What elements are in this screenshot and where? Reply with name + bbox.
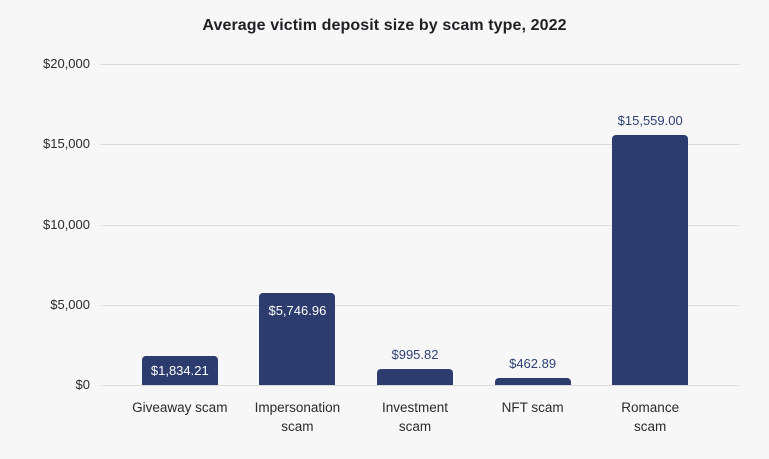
bar-romance-scam bbox=[612, 135, 689, 385]
y-tick-label--0: $0 bbox=[75, 377, 90, 392]
x-tick-label-nft-scam: NFT scam bbox=[501, 400, 564, 415]
x-tick-label-romance-scam: Romance scam bbox=[621, 400, 680, 434]
x-tick-label-giveaway-scam: Giveaway scam bbox=[132, 400, 228, 415]
bar-column-romance-scam: $15,559.00 bbox=[591, 64, 709, 385]
value-label-investment-scam: $995.82 bbox=[391, 347, 439, 363]
bar-giveaway-scam: $1,834.21 bbox=[141, 355, 218, 385]
y-tick-label--20-000: $20,000 bbox=[43, 56, 90, 71]
bar-nft-scam bbox=[494, 377, 571, 385]
value-label-impersonation-scam: $5,746.96 bbox=[268, 302, 327, 318]
x-axis: Giveaway scam Impersonation scam Investment… bbox=[121, 398, 709, 446]
y-tick-label--5-000: $5,000 bbox=[50, 296, 90, 312]
gridline--0 bbox=[100, 385, 740, 386]
x-tick-label-investment-scam: Investment scam bbox=[381, 400, 448, 434]
bar-column-impersonation-scam: $5,746.96 bbox=[239, 64, 357, 385]
value-label-nft-scam: $462.89 bbox=[509, 355, 557, 371]
plot-area bbox=[100, 64, 740, 386]
gridline--10-000 bbox=[100, 224, 740, 226]
y-tick-label--15-000: $15,000 bbox=[43, 136, 90, 152]
value-label-giveaway-scam: $1,834.21 bbox=[150, 363, 209, 379]
bar-investment-scam bbox=[376, 369, 453, 385]
chart-title: Average victim deposit size by scam type… bbox=[202, 17, 567, 34]
bar-impersonation-scam: $5,746.96 bbox=[259, 292, 336, 385]
gridline--5-000 bbox=[100, 304, 740, 306]
bars-layer: $1,834.21 $5,746.96 $995.82 $462.89 $15,559.… bbox=[121, 64, 709, 385]
bar-column-giveaway-scam: $1,834.21 bbox=[121, 64, 239, 385]
gridline--20-000 bbox=[100, 64, 740, 65]
bar-column-nft-scam: $462.89 bbox=[474, 64, 592, 385]
x-tick-label-impersonation-scam: Impersonation scam bbox=[254, 400, 341, 434]
bar-column-investment-scam: $995.82 bbox=[356, 64, 474, 385]
gridline--15-000 bbox=[100, 144, 740, 146]
value-label-romance-scam: $15,559.00 bbox=[617, 113, 683, 129]
y-tick-label--10-000: $10,000 bbox=[43, 216, 90, 232]
